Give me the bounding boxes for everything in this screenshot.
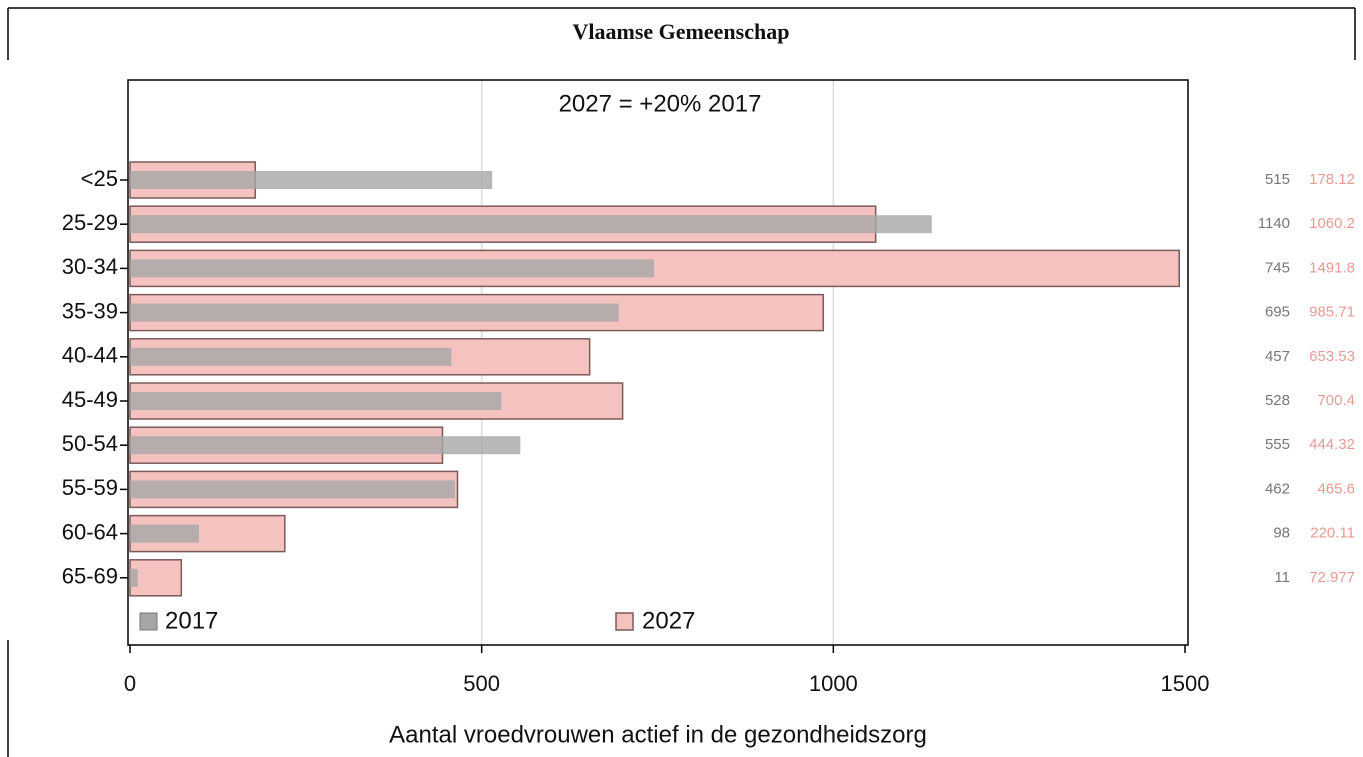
value-label-2027: 465.6 (1317, 480, 1355, 497)
value-label-2017: 745 (1265, 259, 1290, 276)
plot-frame (127, 79, 1189, 646)
bar-2017 (130, 392, 502, 410)
y-tick-label: 30-34 (62, 254, 118, 279)
bar-2017 (130, 568, 138, 587)
y-tick-label: 40-44 (62, 343, 118, 368)
x-tick-label: 1500 (1161, 671, 1210, 696)
value-label-2027: 1060.2 (1309, 215, 1355, 232)
value-label-2017: 555 (1265, 436, 1290, 453)
y-tick-label: 25-29 (62, 210, 118, 235)
y-tick-label: 55-59 (62, 475, 118, 500)
legend-swatch (615, 612, 634, 631)
bar-2017 (130, 347, 452, 366)
value-label-2027: 700.4 (1317, 392, 1355, 409)
value-label-2027: 220.11 (1310, 525, 1355, 542)
legend-label: 2027 (642, 607, 695, 634)
y-tick-label: <25 (81, 166, 118, 191)
value-label-2017: 528 (1265, 392, 1290, 409)
value-label-2027: 72.977 (1309, 569, 1355, 586)
x-tick-label: 1000 (809, 671, 858, 696)
bar-2017 (130, 480, 455, 499)
value-label-2027: 178.12 (1309, 171, 1355, 188)
bar-2017 (130, 171, 493, 189)
y-tick-label: 35-39 (62, 298, 118, 323)
legend-label: 2017 (165, 607, 218, 634)
bar-2017 (130, 215, 932, 234)
y-tick-label: 60-64 (62, 519, 118, 544)
value-label-2017: 457 (1265, 348, 1290, 365)
x-tick-label: 500 (463, 671, 500, 696)
bar-2017 (130, 259, 654, 278)
x-tick-label: 0 (124, 671, 136, 696)
annotation: 2027 = +20% 2017 (559, 90, 762, 117)
value-label-2017: 695 (1265, 304, 1290, 321)
value-label-2027: 444.32 (1309, 436, 1355, 453)
bar-2027 (129, 559, 183, 597)
y-tick-label: 65-69 (62, 564, 118, 589)
value-label-2017: 11 (1274, 569, 1290, 586)
chart-title: Vlaamse Gemeenschap (573, 19, 790, 44)
legend-swatch (139, 612, 158, 631)
value-label-2027: 985.71 (1309, 304, 1355, 321)
value-label-2017: 1140 (1258, 215, 1290, 232)
y-tick-label: 45-49 (62, 387, 118, 412)
value-label-2017: 515 (1265, 171, 1290, 188)
bar-2017 (130, 436, 521, 455)
x-axis-label: Aantal vroedvrouwen actief in de gezondh… (389, 721, 927, 748)
bar-2017 (130, 303, 619, 322)
value-label-2027: 653.53 (1309, 348, 1355, 365)
value-label-2027: 1491.8 (1309, 259, 1355, 276)
y-tick-label: 50-54 (62, 431, 118, 456)
bar-2017 (130, 524, 199, 543)
value-label-2017: 98 (1273, 525, 1290, 542)
value-label-2017: 462 (1265, 480, 1290, 497)
